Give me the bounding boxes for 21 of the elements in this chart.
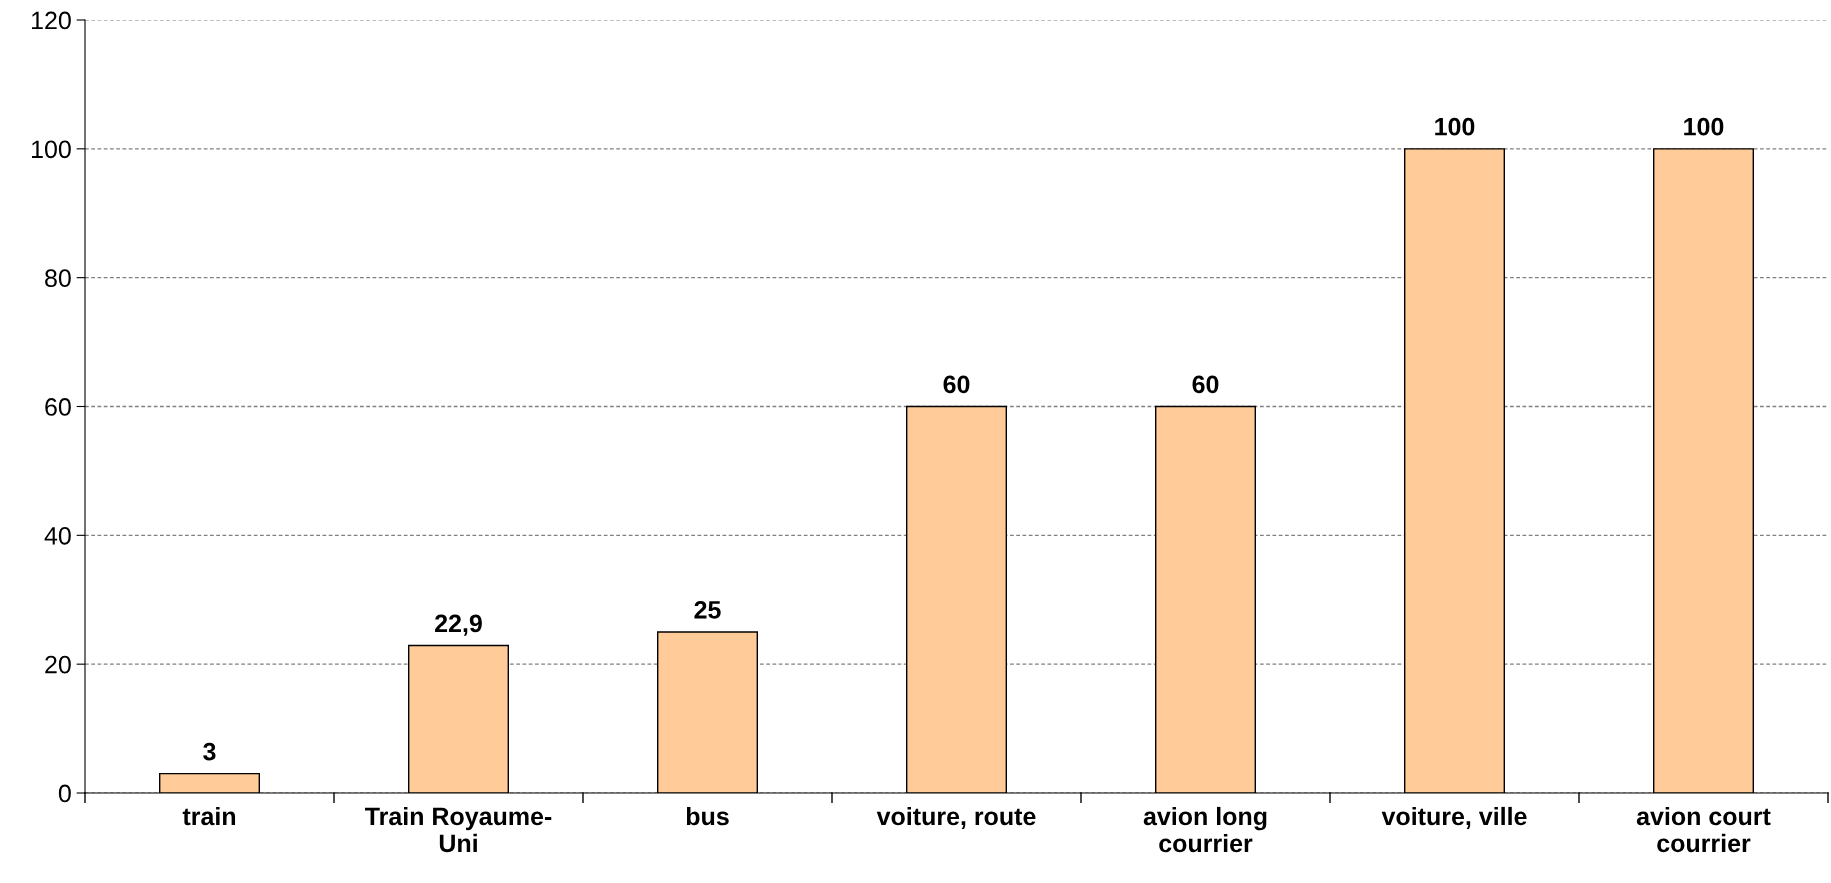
y-tick-label: 0: [58, 784, 71, 803]
y-tick-label: 100: [32, 140, 71, 159]
x-tick-label: avion court courrier: [1636, 806, 1771, 853]
data-label: 60: [943, 375, 970, 394]
data-label: 3: [203, 742, 216, 761]
x-tick-label: avion long courrier: [1143, 806, 1267, 853]
x-tick-label: voiture, route: [876, 806, 1036, 829]
x-tick-label: bus: [686, 806, 729, 826]
y-tick-label: 20: [45, 655, 71, 674]
y-tick-label: 60: [45, 398, 71, 416]
data-label: 100: [1435, 117, 1475, 136]
y-tick-label: 120: [32, 11, 71, 30]
data-label: 25: [694, 600, 721, 619]
x-tick-label: train: [182, 806, 236, 826]
data-label: 22,9: [435, 614, 482, 636]
data-label: 60: [1192, 375, 1219, 394]
y-tick-label: 80: [45, 269, 71, 287]
x-tick-label: Train Royaume- Uni: [365, 806, 552, 853]
data-label: 100: [1684, 117, 1724, 136]
y-tick-label: 40: [44, 526, 71, 545]
x-tick-label: voiture, ville: [1381, 806, 1527, 829]
